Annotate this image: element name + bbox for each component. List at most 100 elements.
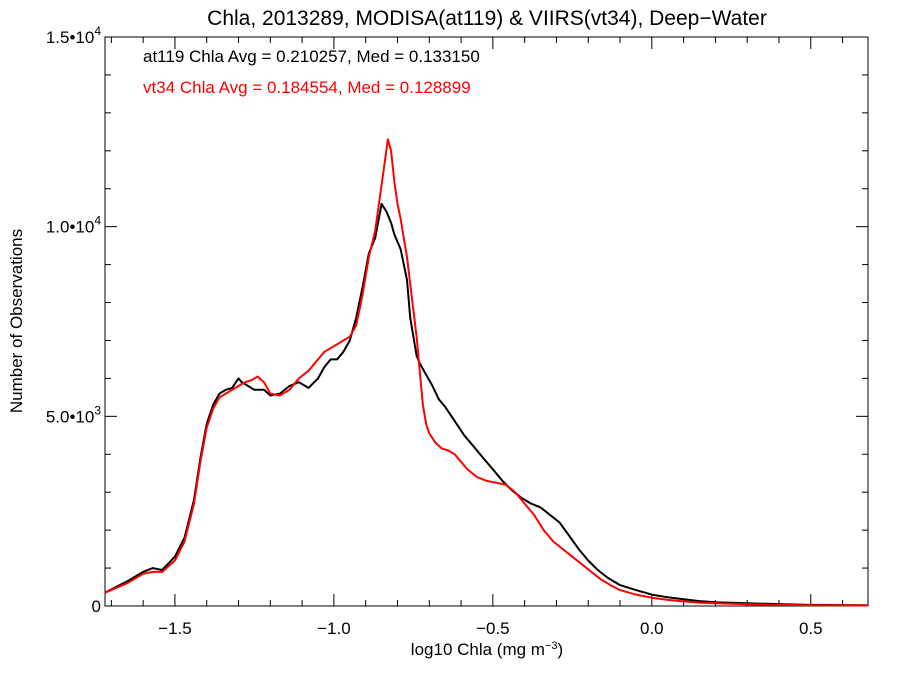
data-point [218,396,221,398]
data-point [225,389,227,391]
data-point [651,597,653,599]
data-point [492,468,494,471]
data-point [142,573,144,575]
data-point [206,427,208,429]
data-point [231,389,233,391]
data-point [539,506,542,508]
data-series [104,138,869,607]
data-point [619,584,621,586]
data-point [355,324,357,326]
data-point [317,377,319,379]
data-point [683,600,685,603]
data-point [104,592,106,594]
data-point [244,381,246,383]
data-point [330,347,332,349]
data-point [571,556,573,558]
data-point [409,317,411,319]
data-point [485,480,488,482]
data-point [390,222,392,224]
plot-frame [104,36,869,607]
data-point [212,404,214,406]
data-point [778,604,780,606]
data-point [867,604,869,607]
data-point [568,535,570,537]
data-point [250,379,252,381]
data-point [374,237,376,239]
data-point [463,434,465,436]
data-point [126,580,128,582]
data-point [683,598,685,600]
data-point [578,548,580,550]
data-point [174,559,176,562]
data-point [263,389,265,391]
y-tick-label-exponent: 3 [94,403,101,417]
data-point [288,389,290,391]
data-point [403,237,405,239]
data-point [317,358,319,361]
data-point [288,385,290,387]
data-point [543,529,545,531]
x-axis-label-superscript: −3 [545,640,558,652]
data-point [450,415,453,417]
y-tick-label: 1.5•104 [46,24,102,47]
data-point [387,138,389,141]
data-point [667,599,669,601]
x-axis-label: log10 Chla (mg m−3) [411,640,563,659]
data-point [444,406,446,408]
data-point [385,210,387,213]
data-point [225,392,227,395]
data-point [390,150,392,152]
data-point [183,540,186,543]
data-point [241,381,243,383]
data-point [473,446,475,448]
data-point [600,578,602,581]
data-point [393,233,395,235]
y-tick-label: 0 [92,597,101,616]
data-point [698,600,701,602]
data-point [174,556,176,558]
data-point [590,571,593,573]
data-point [342,339,345,342]
data-point [412,309,414,311]
data-point [199,461,201,463]
data-point [530,502,532,505]
data-point [746,603,748,605]
y-tick-label-base: 1.5•10 [46,28,95,47]
data-point [435,442,437,444]
data-point [431,385,434,387]
data-point [263,381,265,383]
data-point [667,596,669,598]
data-point [323,351,325,353]
data-point [412,336,414,338]
data-point [161,571,163,573]
data-point [231,387,233,389]
data-point [457,425,459,427]
data-point [454,453,456,455]
data-point [460,461,462,463]
data-point [126,582,128,584]
y-tick-label-exponent: 4 [94,24,101,38]
data-point [355,317,357,319]
data-point [307,387,310,389]
data-point [152,567,154,569]
data-point [415,336,418,338]
data-point [237,377,240,379]
data-point [447,449,449,452]
data-point [400,248,402,251]
data-point [428,432,430,435]
data-point [587,559,589,562]
data-point [651,594,653,596]
data-point [349,336,351,338]
data-point [552,540,554,543]
data-point [581,563,583,565]
x-axis: −1.5 −1.0 −0.5 0.0 0.5 [110,37,844,638]
y-tick-label-base: 0 [92,597,101,616]
data-point [425,423,427,425]
data-point [466,468,469,471]
x-axis-label-close: ) [558,640,564,659]
plot-area [104,36,869,607]
data-point [810,604,812,606]
data-point [237,385,240,387]
data-point [635,589,637,591]
data-point [549,514,551,516]
